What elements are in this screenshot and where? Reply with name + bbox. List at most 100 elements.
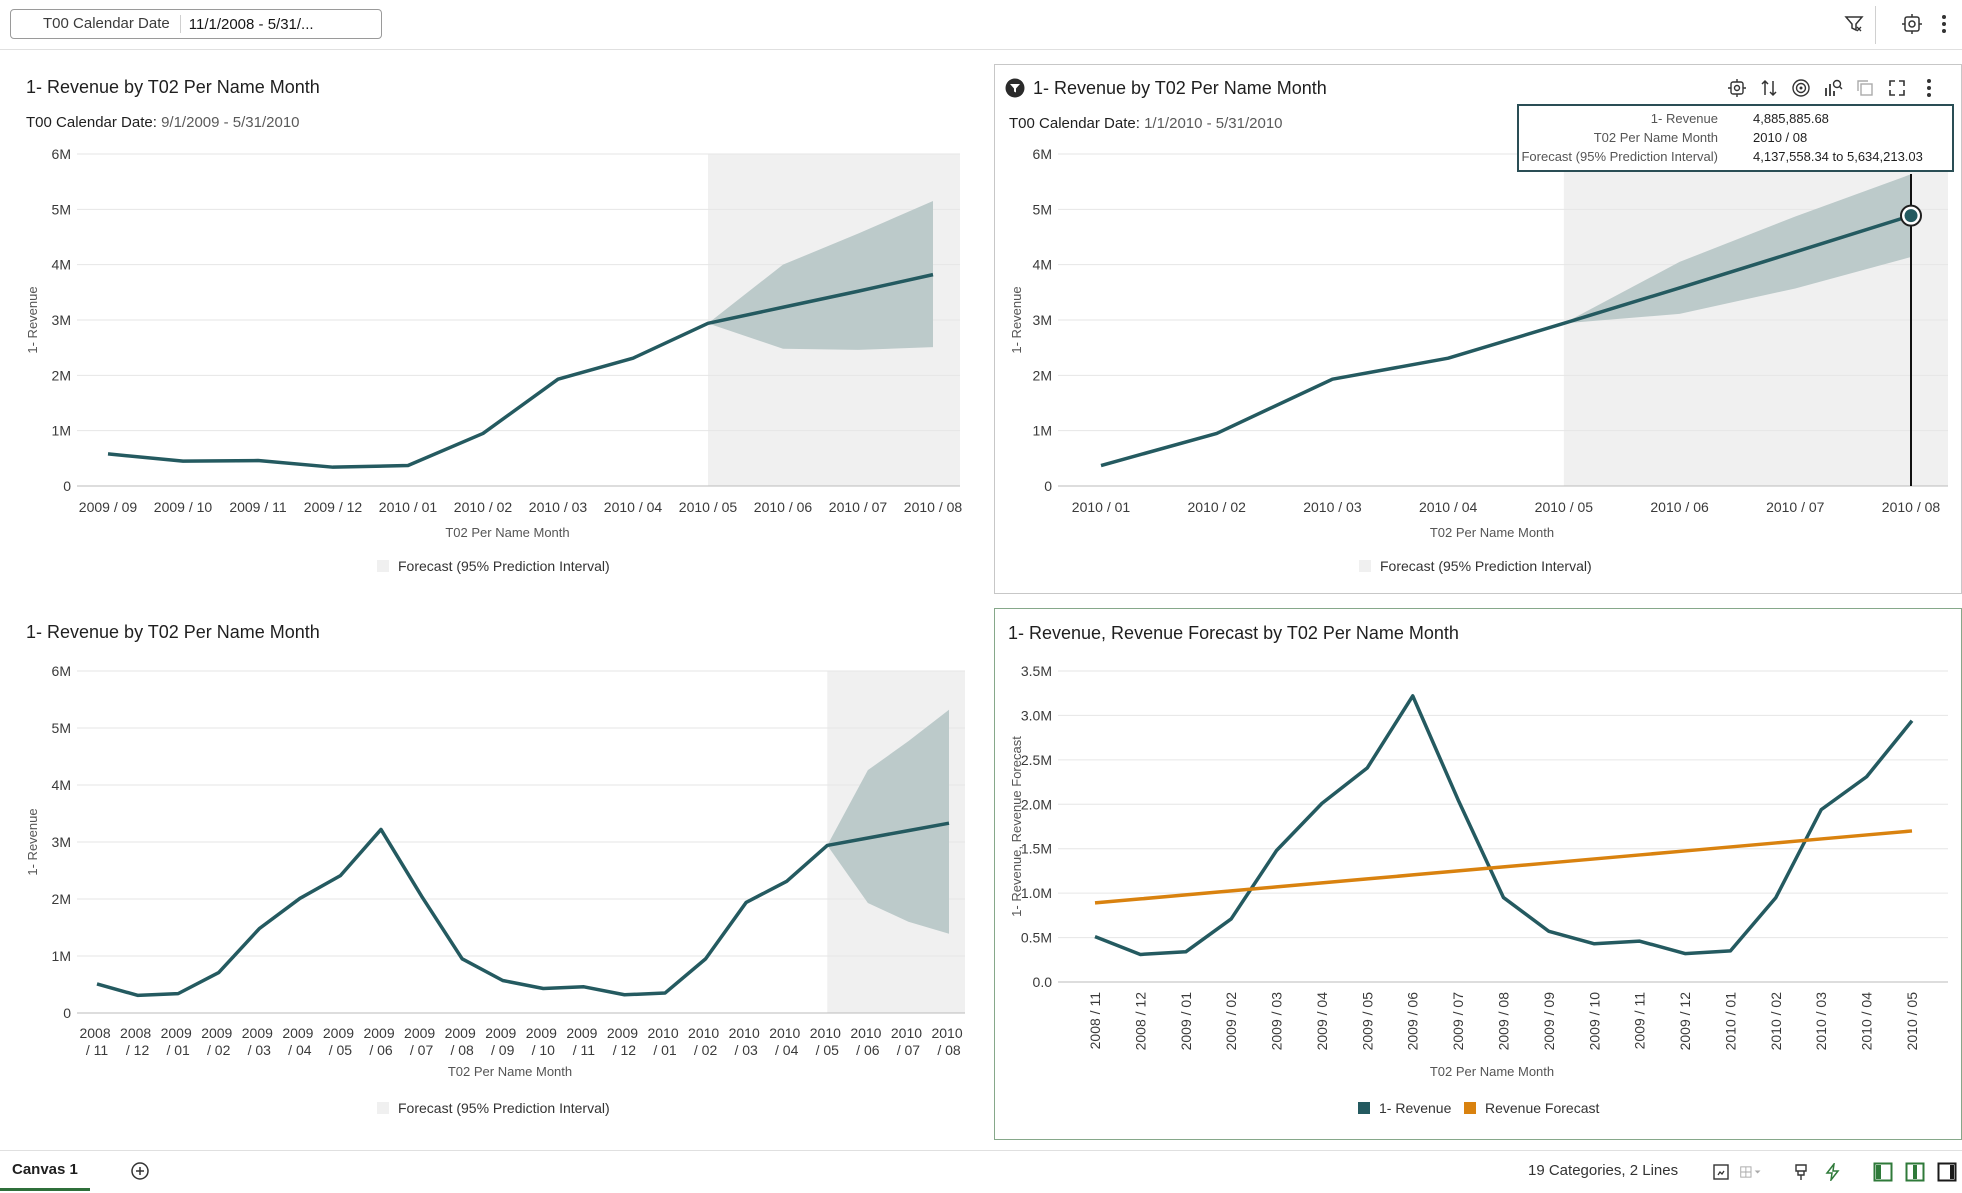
filter-icon[interactable] xyxy=(1842,12,1866,36)
y-tick-label: 0 xyxy=(1044,478,1052,494)
maximize-icon[interactable] xyxy=(1885,76,1909,100)
x-tick-label: / 01 xyxy=(653,1042,677,1058)
viz-filter-summary: T00 Calendar Date: 9/1/2009 - 5/31/2010 xyxy=(26,114,300,131)
legend-swatch-revenue-forecast xyxy=(1464,1102,1476,1114)
y-tick-label: 3.5M xyxy=(1021,663,1052,679)
tooltip-row-revenue: 1- Revenue 4,885,885.68 xyxy=(1519,111,1952,129)
y-tick-label: 0 xyxy=(63,1005,71,1021)
x-tick-label: 2010 / 05 xyxy=(679,499,738,515)
x-tick-label: 2010 / 02 xyxy=(1188,499,1247,515)
y-tick-label: 0 xyxy=(63,478,71,494)
y-tick-label: 3M xyxy=(52,834,71,850)
x-tick-label: 2009 / 12 xyxy=(304,499,363,515)
y-tick-label: 1.0M xyxy=(1021,885,1052,901)
sort-icon[interactable] xyxy=(1757,76,1781,100)
top-bar: T00 Calendar Date 11/1/2008 - 5/31/... xyxy=(0,0,1962,50)
page-icon[interactable] xyxy=(1710,1161,1732,1183)
x-tick-label: 2009 / 08 xyxy=(1496,992,1512,1051)
more-vertical-icon[interactable] xyxy=(1917,76,1941,100)
x-tick-label: 2009 / 07 xyxy=(1450,992,1466,1051)
x-tick-label: 2009 / 11 xyxy=(1632,992,1648,1050)
explain-icon[interactable] xyxy=(1821,76,1845,100)
tooltip-label: 1- Revenue xyxy=(1650,111,1718,126)
x-tick-label: 2008 xyxy=(79,1025,114,1041)
x-axis-title: T02 Per Name Month xyxy=(445,525,569,540)
tooltip-label: Forecast (95% Prediction Interval) xyxy=(1521,149,1718,164)
x-tick-label: 2009 xyxy=(404,1025,439,1041)
y-tick-label: 2M xyxy=(52,891,71,907)
y-axis-title: 1- Revenue, Revenue Forecast xyxy=(1009,736,1024,917)
x-tick-label: 2010 xyxy=(931,1025,966,1041)
x-tick-label: 2010 xyxy=(729,1025,764,1041)
revenue-line xyxy=(1094,694,1914,957)
x-tick-label: 2009 / 01 xyxy=(1178,992,1194,1051)
pin-icon[interactable] xyxy=(1790,1161,1812,1183)
x-tick-label: / 04 xyxy=(288,1042,312,1058)
viz-filter-label: T00 Calendar Date: xyxy=(26,114,157,131)
x-tick-label: 2009 / 06 xyxy=(1405,992,1421,1051)
layout-right-icon[interactable] xyxy=(1936,1161,1958,1183)
x-tick-label: 2009 / 02 xyxy=(1223,992,1239,1051)
y-tick-label: 4M xyxy=(52,777,71,793)
properties-icon[interactable] xyxy=(1725,76,1749,100)
y-tick-label: 6M xyxy=(1033,146,1052,162)
bottom-bar: Canvas 1 19 Categories, 2 Lines xyxy=(0,1150,1962,1193)
status-summary: 19 Categories, 2 Lines xyxy=(1528,1162,1679,1179)
target-icon[interactable] xyxy=(1789,76,1813,100)
x-tick-label: / 07 xyxy=(897,1042,921,1058)
layout-center-icon[interactable] xyxy=(1904,1161,1926,1183)
x-tick-label: / 02 xyxy=(694,1042,718,1058)
viz-panel-3[interactable]: 1- Revenue by T02 Per Name Month xyxy=(10,608,975,1140)
add-canvas-icon[interactable] xyxy=(128,1159,152,1183)
x-tick-label: 2009 / 04 xyxy=(1314,992,1330,1051)
y-tick-label: 2.0M xyxy=(1021,796,1052,812)
y-tick-label: 5M xyxy=(52,201,71,217)
y-tick-label: 3M xyxy=(52,312,71,328)
properties-icon[interactable] xyxy=(1900,12,1924,36)
tab-canvas-1[interactable]: Canvas 1 xyxy=(0,1151,90,1191)
chart-2: 0 1M 2M 3M 4M 5M 6M 2010 / 01 2010 / 02 2010 / 03… xyxy=(1009,146,1948,574)
x-tick-label: / 02 xyxy=(207,1042,231,1058)
legend-swatch-forecast xyxy=(1359,560,1371,572)
legend-label-revenue: 1- Revenue xyxy=(1379,1100,1452,1116)
viz-filter-value: 9/1/2009 - 5/31/2010 xyxy=(161,114,300,131)
x-tick-label: / 11 xyxy=(573,1042,596,1058)
y-tick-label: 5M xyxy=(52,720,71,736)
y-tick-label: 3M xyxy=(1033,312,1052,328)
y-tick-label: 6M xyxy=(52,146,71,162)
x-tick-label: 2009 / 10 xyxy=(1586,992,1602,1051)
layout-left-icon[interactable] xyxy=(1872,1161,1894,1183)
data-tooltip: 1- Revenue 4,885,885.68 T02 Per Name Mon… xyxy=(1517,104,1954,172)
x-tick-label: 2009 / 11 xyxy=(229,499,287,515)
x-tick-label: 2010 / 07 xyxy=(1766,499,1825,515)
x-tick-label: 2009 xyxy=(363,1025,398,1041)
tooltip-row-forecast: Forecast (95% Prediction Interval) 4,137… xyxy=(1519,149,1952,167)
x-tick-label: 2009 / 12 xyxy=(1677,992,1693,1051)
viz-panel-4[interactable]: 1- Revenue, Revenue Forecast by T02 Per … xyxy=(994,608,1962,1140)
x-tick-label: 2009 xyxy=(485,1025,520,1041)
x-tick-label: 2010 xyxy=(850,1025,885,1041)
filter-applied-icon[interactable] xyxy=(1005,78,1025,98)
x-tick-label: 2009 xyxy=(282,1025,317,1041)
x-tick-label: 2010 / 02 xyxy=(1768,992,1784,1051)
legend-swatch-forecast xyxy=(377,560,389,572)
x-tick-label: / 12 xyxy=(126,1042,150,1058)
y-tick-label: 1.5M xyxy=(1021,841,1052,857)
x-tick-label: 2009 / 03 xyxy=(1269,992,1285,1051)
calendar-date-filter[interactable]: T00 Calendar Date 11/1/2008 - 5/31/... xyxy=(10,9,382,39)
x-tick-label: 2010 / 01 xyxy=(1722,992,1738,1051)
filter-label: T00 Calendar Date xyxy=(11,15,181,33)
x-tick-label: / 05 xyxy=(329,1042,353,1058)
more-vertical-icon[interactable] xyxy=(1932,12,1956,36)
y-tick-label: 2M xyxy=(52,367,71,383)
x-tick-label: 2009 / 09 xyxy=(1541,992,1557,1051)
auto-apply-icon[interactable] xyxy=(1822,1161,1844,1183)
filter-value: 11/1/2008 - 5/31/... xyxy=(188,15,314,33)
grid-layout-icon[interactable] xyxy=(1740,1161,1762,1183)
x-tick-label: / 10 xyxy=(532,1042,556,1058)
x-tick-label: / 08 xyxy=(937,1042,961,1058)
x-tick-label: 2010 / 02 xyxy=(454,499,513,515)
x-tick-label: 2008 xyxy=(120,1025,155,1041)
copy-icon[interactable] xyxy=(1853,76,1877,100)
